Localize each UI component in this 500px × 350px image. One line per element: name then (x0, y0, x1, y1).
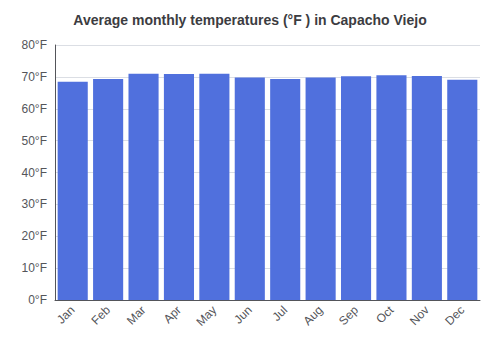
svg-text:20°F: 20°F (22, 229, 47, 243)
svg-text:Oct: Oct (373, 303, 397, 327)
svg-text:Mar: Mar (124, 303, 149, 327)
svg-text:50°F: 50°F (22, 134, 47, 148)
svg-text:Aug: Aug (301, 303, 326, 328)
svg-text:Apr: Apr (161, 303, 184, 326)
svg-text:Feb: Feb (89, 303, 114, 328)
svg-text:80°F: 80°F (22, 38, 47, 52)
svg-text:Nov: Nov (407, 303, 432, 328)
svg-text:Jan: Jan (54, 303, 78, 327)
svg-text:Jul: Jul (269, 303, 290, 324)
svg-text:May: May (193, 303, 219, 329)
svg-text:30°F: 30°F (22, 197, 47, 211)
svg-text:0°F: 0°F (28, 293, 47, 307)
svg-text:10°F: 10°F (22, 261, 47, 275)
svg-text:Sep: Sep (336, 303, 361, 328)
svg-text:40°F: 40°F (22, 166, 47, 180)
svg-text:Average monthly temperatures (: Average monthly temperatures (°F ) in Ca… (73, 12, 426, 28)
svg-text:60°F: 60°F (22, 102, 47, 116)
svg-text:70°F: 70°F (22, 70, 47, 84)
svg-text:Dec: Dec (442, 303, 467, 328)
svg-text:Jun: Jun (231, 303, 255, 327)
